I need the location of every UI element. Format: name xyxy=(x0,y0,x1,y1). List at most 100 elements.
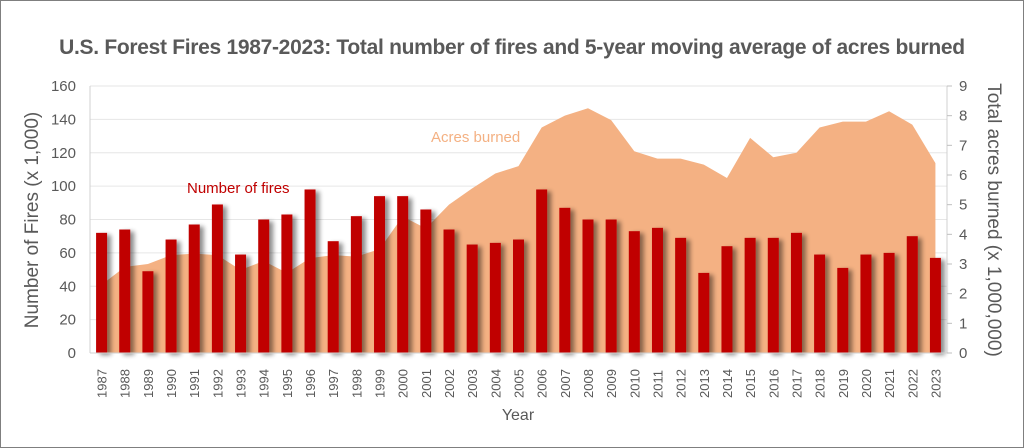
left-axis-ticks: 0 20 40 60 80 100 120 140 160 xyxy=(51,78,76,362)
svg-text:1991: 1991 xyxy=(187,369,202,398)
svg-text:1988: 1988 xyxy=(118,369,133,398)
fires-bar xyxy=(883,252,895,353)
fires-bar xyxy=(96,232,108,353)
fires-bar xyxy=(443,229,455,353)
fires-bar xyxy=(651,227,663,353)
fires-bar xyxy=(767,237,779,353)
fires-bar xyxy=(304,189,316,353)
svg-text:120: 120 xyxy=(51,145,76,162)
svg-text:1995: 1995 xyxy=(280,369,295,398)
fires-bar xyxy=(628,231,640,353)
fires-bar xyxy=(814,254,826,353)
right-axis-ticks: 0 1 2 3 4 5 6 7 8 9 xyxy=(959,78,967,362)
fires-bar xyxy=(235,254,247,353)
fires-bar xyxy=(929,257,941,353)
svg-text:7: 7 xyxy=(959,137,967,154)
svg-text:2013: 2013 xyxy=(697,369,712,398)
fires-bar xyxy=(721,246,733,353)
fires-bar xyxy=(119,229,131,353)
fires-bar xyxy=(906,236,918,353)
fires-bar xyxy=(188,224,200,353)
svg-text:1993: 1993 xyxy=(234,369,249,398)
x-axis-title: Year xyxy=(502,407,535,424)
svg-text:2016: 2016 xyxy=(766,369,781,398)
svg-text:140: 140 xyxy=(51,111,76,128)
fires-bar xyxy=(350,216,362,353)
svg-text:1996: 1996 xyxy=(303,369,318,398)
svg-text:2008: 2008 xyxy=(581,369,596,398)
svg-text:2000: 2000 xyxy=(396,369,411,398)
svg-text:2006: 2006 xyxy=(535,369,550,398)
svg-text:1994: 1994 xyxy=(257,369,272,398)
svg-text:1998: 1998 xyxy=(349,369,364,398)
svg-text:2009: 2009 xyxy=(604,369,619,398)
fires-bar xyxy=(559,207,571,353)
fires-bar xyxy=(420,209,432,353)
svg-text:0: 0 xyxy=(68,345,76,362)
svg-text:2011: 2011 xyxy=(650,370,665,398)
svg-text:160: 160 xyxy=(51,78,76,95)
fires-bar xyxy=(513,239,524,353)
right-axis-title: Total acres burned (x 1,000,000) xyxy=(983,83,1004,357)
svg-text:1990: 1990 xyxy=(164,369,179,398)
svg-text:2022: 2022 xyxy=(905,369,920,398)
svg-text:6: 6 xyxy=(959,167,967,184)
axes xyxy=(89,85,952,354)
fires-bar xyxy=(698,272,710,353)
svg-text:2019: 2019 xyxy=(836,369,851,398)
svg-text:0: 0 xyxy=(959,345,967,362)
svg-text:80: 80 xyxy=(59,212,76,229)
fires-bar xyxy=(142,271,154,353)
fires-bar xyxy=(790,232,802,353)
svg-text:2021: 2021 xyxy=(882,369,897,398)
svg-text:2002: 2002 xyxy=(442,369,457,398)
svg-text:2012: 2012 xyxy=(674,369,689,398)
svg-text:4: 4 xyxy=(959,226,967,243)
fires-bar xyxy=(397,196,409,353)
fires-bar xyxy=(281,214,293,353)
x-axis-ticks: 1987 1988 1989 1990 1991 1992 1993 1994 1995 1996… xyxy=(95,369,944,398)
svg-text:8: 8 xyxy=(959,108,967,125)
svg-text:100: 100 xyxy=(51,178,76,195)
svg-text:1997: 1997 xyxy=(326,369,341,398)
svg-text:60: 60 xyxy=(59,245,76,262)
svg-text:20: 20 xyxy=(59,312,76,329)
svg-text:1992: 1992 xyxy=(210,369,225,398)
svg-text:2001: 2001 xyxy=(419,369,434,398)
svg-text:2017: 2017 xyxy=(789,369,804,398)
svg-text:2003: 2003 xyxy=(465,369,480,398)
svg-text:2007: 2007 xyxy=(558,369,573,398)
svg-text:2: 2 xyxy=(959,286,967,303)
fires-bar xyxy=(466,244,478,353)
svg-text:2010: 2010 xyxy=(627,369,642,398)
number-of-fires-label: Number of fires xyxy=(187,180,290,197)
svg-text:2018: 2018 xyxy=(813,369,828,398)
fires-bar xyxy=(582,219,594,353)
svg-text:2005: 2005 xyxy=(512,369,527,398)
fires-bar xyxy=(165,239,177,353)
fires-bar xyxy=(374,196,386,353)
fires-bar xyxy=(837,267,849,353)
svg-text:1: 1 xyxy=(959,315,967,332)
fires-bar xyxy=(675,237,687,353)
fires-bar xyxy=(744,237,756,353)
svg-text:2015: 2015 xyxy=(743,369,758,398)
svg-text:3: 3 xyxy=(959,256,967,273)
svg-text:5: 5 xyxy=(959,197,967,214)
fires-bar xyxy=(489,242,501,353)
svg-text:2004: 2004 xyxy=(488,369,503,398)
fires-bar xyxy=(211,204,223,353)
svg-text:40: 40 xyxy=(59,278,76,295)
fires-bar xyxy=(258,219,270,353)
svg-text:1989: 1989 xyxy=(141,369,156,398)
fires-bar xyxy=(327,241,339,353)
svg-text:2020: 2020 xyxy=(859,369,874,398)
fires-bar xyxy=(536,189,548,353)
chart-title: U.S. Forest Fires 1987-2023: Total numbe… xyxy=(59,36,965,59)
svg-text:1987: 1987 xyxy=(95,369,110,398)
number-of-fires-bars xyxy=(96,189,941,353)
left-axis-title: Number of Fires (x 1,000) xyxy=(22,112,43,328)
svg-text:9: 9 xyxy=(959,78,967,95)
fires-bar xyxy=(860,254,872,353)
